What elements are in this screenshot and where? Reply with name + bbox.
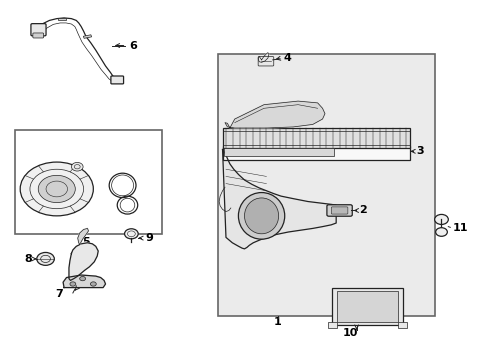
Text: 5: 5 [82,237,90,247]
Polygon shape [69,243,98,280]
Bar [83,35,91,38]
FancyBboxPatch shape [326,205,351,216]
Bar [217,54,434,316]
Text: 3: 3 [415,146,423,156]
FancyBboxPatch shape [31,24,46,36]
Polygon shape [224,101,325,128]
Bar [336,291,397,321]
Circle shape [38,175,75,203]
Circle shape [434,215,447,225]
Text: 4: 4 [283,53,291,63]
Circle shape [124,229,138,239]
FancyBboxPatch shape [330,207,347,214]
FancyBboxPatch shape [258,57,273,66]
Bar [222,128,409,148]
Bar [397,322,406,328]
FancyBboxPatch shape [111,76,123,84]
Text: 10: 10 [343,328,358,338]
Text: 9: 9 [145,233,153,243]
Circle shape [70,282,76,286]
Text: 6: 6 [129,41,137,50]
Circle shape [71,162,83,171]
Circle shape [435,228,447,236]
Circle shape [80,276,85,281]
Text: 11: 11 [451,224,467,233]
Circle shape [90,282,96,286]
Circle shape [20,162,93,216]
Polygon shape [63,275,105,288]
Circle shape [37,252,54,265]
FancyBboxPatch shape [33,33,43,38]
Bar [222,146,409,160]
Text: 2: 2 [359,206,366,216]
Polygon shape [222,149,335,249]
Bar [224,148,333,156]
Polygon shape [258,53,268,62]
Text: 1: 1 [273,317,281,327]
Text: 8: 8 [24,254,32,264]
Text: 7: 7 [55,289,63,299]
Ellipse shape [238,193,284,239]
Bar [328,322,336,328]
Bar [331,288,402,325]
Polygon shape [78,228,88,244]
Ellipse shape [244,198,278,234]
Bar [15,130,161,234]
Bar [58,18,65,20]
